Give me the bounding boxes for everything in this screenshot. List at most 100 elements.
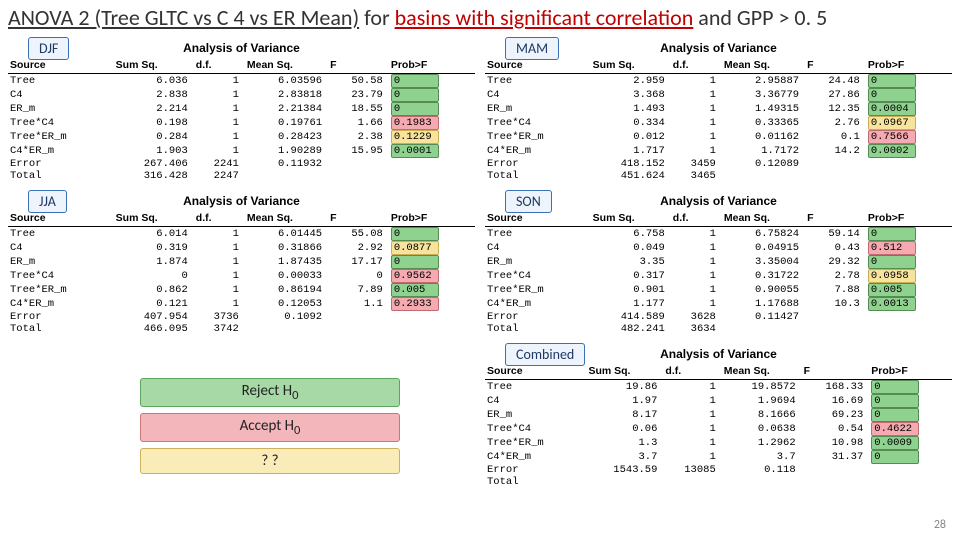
cell: 1	[663, 394, 721, 408]
p-value: 0	[391, 102, 439, 116]
cell: Tree*C4	[485, 422, 586, 436]
cell	[805, 170, 866, 182]
legend-reject: Reject H0	[140, 378, 400, 407]
cell: 10.3	[805, 297, 866, 311]
cell: 0.284	[114, 130, 194, 144]
title-part-2: for	[359, 4, 394, 31]
col-header: d.f.	[663, 363, 721, 380]
anova-table: SourceSum Sq.d.f.Mean Sq.FProb>FTree2.95…	[485, 57, 952, 182]
cell: 1	[671, 283, 722, 297]
cell: 0.11427	[722, 311, 805, 323]
table-row: Tree*C40.31710.317222.780.0958	[485, 269, 952, 283]
col-header: F	[805, 57, 866, 74]
cell: 0.198	[114, 116, 194, 130]
cell: Tree*C4	[8, 269, 114, 283]
table-row: ER_m2.21412.2138418.550	[8, 102, 475, 116]
p-value: 0	[391, 74, 439, 88]
p-value-cell: 0	[869, 380, 952, 395]
cell: 3459	[671, 158, 722, 170]
p-value-cell: 0.2933	[389, 297, 475, 311]
cell: 1	[194, 241, 245, 255]
p-value-cell: 0.1229	[389, 130, 475, 144]
cell: Tree*C4	[485, 269, 591, 283]
table-row: Total	[485, 476, 952, 488]
cell: 1	[194, 297, 245, 311]
cell: 316.428	[114, 170, 194, 182]
col-header: Prob>F	[389, 210, 475, 227]
cell: Error	[8, 311, 114, 323]
legend-qq-text: ? ?	[261, 452, 278, 470]
p-value: 0	[391, 255, 439, 269]
col-header: F	[328, 57, 389, 74]
cell: 1	[671, 130, 722, 144]
cell: 2.78	[805, 269, 866, 283]
p-value: 0	[868, 74, 916, 88]
cell: C4	[485, 241, 591, 255]
col-header: Mean Sq.	[245, 210, 328, 227]
cell: 1.66	[328, 116, 389, 130]
cell: 0.33365	[722, 116, 805, 130]
cell	[328, 311, 389, 323]
cell: 1	[671, 116, 722, 130]
p-value: 0.0967	[868, 116, 916, 130]
cell	[805, 323, 866, 335]
col-header: F	[805, 210, 866, 227]
legend-uncertain: ? ?	[140, 448, 400, 474]
p-value-cell: 0.512	[866, 241, 952, 255]
cell: 1.87435	[245, 255, 328, 269]
cell: 24.48	[805, 74, 866, 89]
cell: 1.49315	[722, 102, 805, 116]
cell: 0.86194	[245, 283, 328, 297]
legend: Reject H0 Accept H0 ? ?	[140, 378, 400, 480]
cell: 14.2	[805, 144, 866, 158]
cell: 0.334	[591, 116, 671, 130]
cell: 1	[671, 74, 722, 89]
cell: 8.1666	[722, 408, 802, 422]
cell: 13085	[663, 464, 721, 476]
p-value-cell: 0.0002	[866, 144, 952, 158]
panel-tag: DJF	[28, 37, 69, 60]
cell: Error	[8, 158, 114, 170]
cell: 17.17	[328, 255, 389, 269]
p-value: 0.005	[391, 283, 439, 297]
p-value: 0	[868, 88, 916, 102]
cell: Tree	[8, 74, 114, 89]
cell: 3.368	[591, 88, 671, 102]
cell: 1	[194, 88, 245, 102]
cell: 1543.59	[586, 464, 663, 476]
cell: 6.01445	[245, 227, 328, 242]
p-value-cell: 0	[866, 227, 952, 242]
cell: C4*ER_m	[485, 144, 591, 158]
legend-accept-text: Accept H	[240, 417, 294, 435]
cell: 1	[671, 144, 722, 158]
title-part-1: ANOVA 2 (Tree GLTC vs C 4 vs ER Mean)	[8, 4, 359, 31]
legend-accept: Accept H0	[140, 413, 400, 442]
cell: Total	[485, 476, 586, 488]
col-header: Mean Sq.	[722, 210, 805, 227]
panel-tag: SON	[505, 190, 552, 213]
table-row: Total316.4282247	[8, 170, 475, 182]
cell: 168.33	[802, 380, 870, 395]
cell: 6.036	[114, 74, 194, 89]
cell: 1	[663, 408, 721, 422]
col-header: Sum Sq.	[591, 57, 671, 74]
p-value: 0.005	[868, 283, 916, 297]
cell: 0.862	[114, 283, 194, 297]
p-value: 0.0958	[868, 269, 916, 283]
cell: 0.012	[591, 130, 671, 144]
slide-number: 28	[934, 518, 946, 532]
table-row: C4*ER_m1.71711.717214.20.0002	[485, 144, 952, 158]
table-row: Error414.58936280.11427	[485, 311, 952, 323]
col-header: d.f.	[671, 57, 722, 74]
cell: ER_m	[8, 102, 114, 116]
p-value: 0.1229	[391, 130, 439, 144]
cell: 1	[194, 74, 245, 89]
cell: 19.86	[586, 380, 663, 395]
col-header: Prob>F	[389, 57, 475, 74]
panel-tag: JJA	[28, 190, 67, 213]
table-row: C42.83812.8381823.790	[8, 88, 475, 102]
cell	[245, 170, 328, 182]
p-value: 0.0013	[868, 297, 916, 311]
cell: 6.014	[114, 227, 194, 242]
cell: 1.90289	[245, 144, 328, 158]
